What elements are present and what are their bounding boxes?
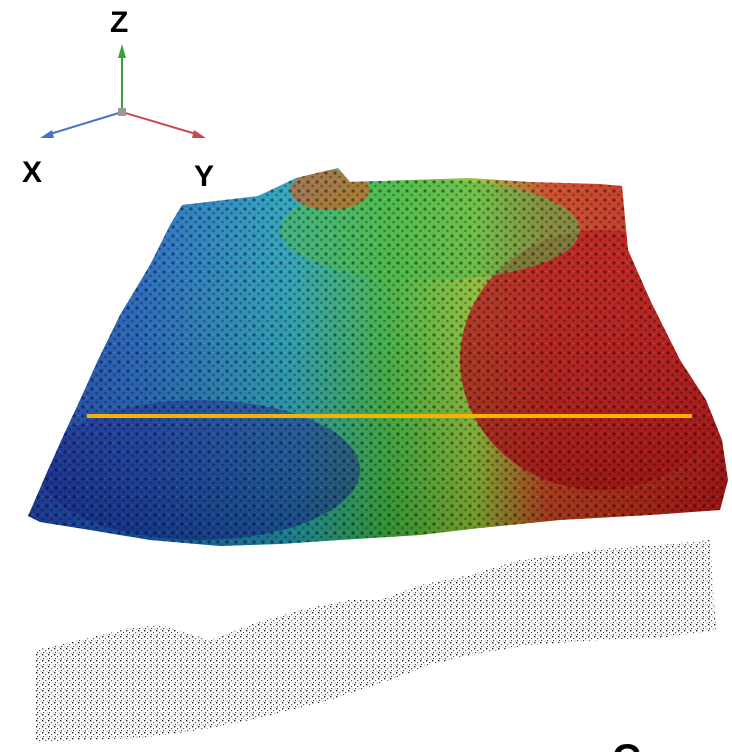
y-axis-line [121, 111, 197, 135]
cross-section-profile [36, 540, 716, 742]
x-axis-label: X [22, 156, 42, 189]
x-axis-arrow-icon [40, 130, 54, 138]
x-axis-line [49, 111, 123, 135]
corner-label: C [612, 737, 641, 752]
z-axis-label: Z [110, 6, 128, 39]
z-axis-arrow-icon [118, 44, 126, 58]
point-cloud-render [28, 168, 728, 546]
y-axis-label: Y [194, 160, 214, 193]
axis-gizmo: Z X Y [22, 6, 214, 193]
y-axis-arrow-icon [192, 130, 206, 138]
axis-origin [118, 108, 126, 116]
